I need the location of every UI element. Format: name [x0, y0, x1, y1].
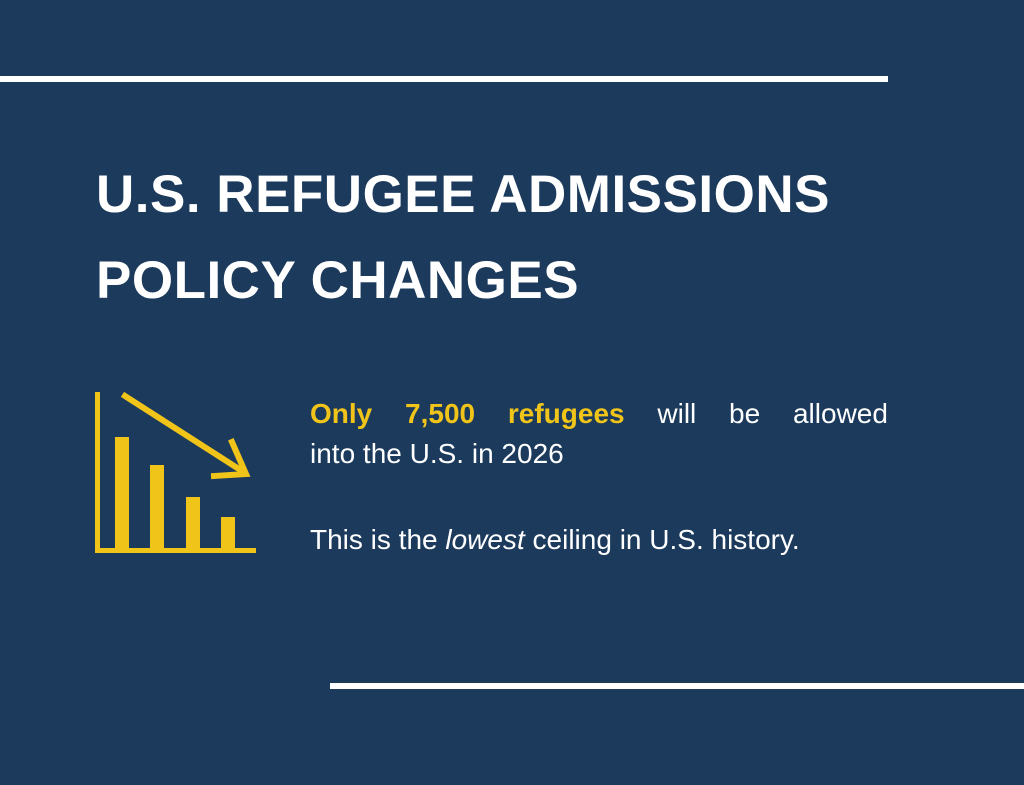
history-note-after: ceiling in U.S. history.	[524, 524, 800, 555]
icon-arrow-head	[210, 438, 251, 480]
highlight-word-number: 7,500	[405, 398, 476, 429]
history-note: This is the lowest ceiling in U.S. histo…	[310, 520, 888, 560]
statement-word-allowed: allowed	[792, 398, 888, 429]
icon-bar-2	[150, 465, 164, 548]
declining-bar-chart-icon	[95, 391, 256, 553]
highlight-word-only: Only	[310, 398, 373, 429]
history-note-emphasis: lowest	[445, 524, 525, 555]
icon-axis-vertical	[95, 392, 100, 553]
icon-bar-4	[221, 517, 235, 548]
icon-bar-1	[115, 437, 129, 548]
bottom-divider	[330, 683, 1024, 689]
top-divider	[0, 76, 888, 82]
history-note-before: This is the	[310, 524, 446, 555]
statement-word-be: be	[729, 398, 761, 429]
statement-line-2: into the U.S. in 2026	[310, 438, 564, 469]
page-title: U.S. REFUGEE ADMISSIONS POLICY CHANGES	[96, 152, 956, 324]
icon-arrow-shaft	[120, 391, 247, 476]
statement-line-1: Only 7,500 refugees will be allowed	[310, 394, 888, 434]
icon-axis-horizontal	[95, 548, 256, 553]
highlight-word-refugees: refugees	[507, 398, 625, 429]
title-line-2: POLICY CHANGES	[96, 251, 580, 310]
icon-bar-3	[186, 497, 200, 548]
title-line-1: U.S. REFUGEE ADMISSIONS	[96, 165, 830, 224]
statement-word-will: will	[657, 398, 697, 429]
statement-block: Only 7,500 refugees will be allowed into…	[310, 394, 888, 560]
